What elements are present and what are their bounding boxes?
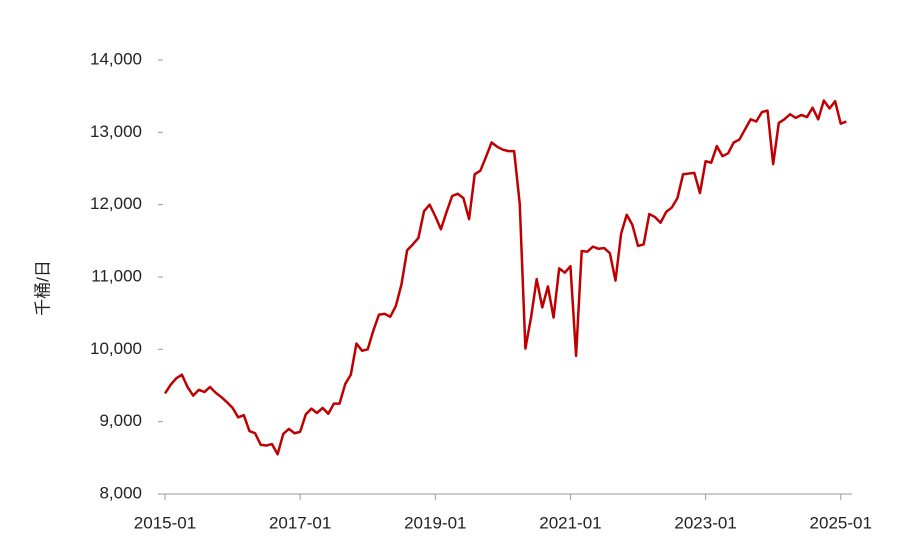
x-tick-label: 2025-01 (810, 513, 872, 532)
y-tick-label: 11,000 (91, 266, 142, 285)
x-tick-label: 2017-01 (269, 513, 331, 532)
line (163, 99, 847, 456)
y-tick-label: 12,000 (90, 194, 142, 213)
y-axis-label: 千桶/日 (33, 260, 52, 316)
x-tick-label: 2019-01 (404, 513, 466, 532)
y-tick-label: 13,000 (90, 122, 142, 141)
y-tick-label: 14,000 (90, 49, 142, 68)
x-tick-label: 2021-01 (539, 513, 601, 532)
y-tick-label: 10,000 (90, 339, 142, 358)
x-tick-label: 2015-01 (134, 513, 196, 532)
y-tick-label: 9,000 (99, 411, 142, 430)
x-tick-label: 2023-01 (674, 513, 736, 532)
y-tick-label: 8,000 (99, 483, 142, 502)
